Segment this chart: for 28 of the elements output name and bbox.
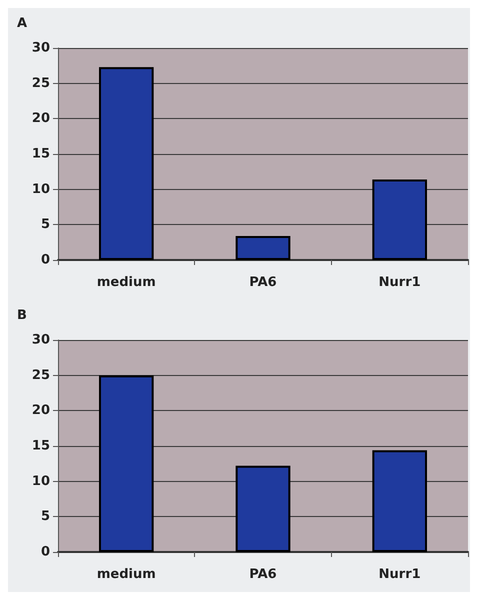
bar bbox=[372, 179, 427, 260]
y-tick-label: 25 bbox=[32, 368, 50, 383]
x-tick-label: Nurr1 bbox=[378, 275, 421, 290]
y-tick-label: 5 bbox=[40, 509, 50, 524]
x-tick-label: medium bbox=[96, 567, 156, 582]
y-tick-label: 5 bbox=[40, 217, 50, 232]
y-tick-label: 10 bbox=[32, 474, 50, 489]
y-tick-label: 30 bbox=[32, 40, 50, 56]
x-tick-label: medium bbox=[96, 275, 156, 290]
y-tick-label: 25 bbox=[32, 76, 50, 91]
y-tick-label: 30 bbox=[32, 332, 50, 348]
chart-title: A bbox=[17, 16, 28, 31]
y-tick-label: 0 bbox=[40, 544, 50, 560]
bar bbox=[99, 375, 154, 552]
y-tick-label: 10 bbox=[32, 182, 50, 197]
y-tick-label: 20 bbox=[32, 111, 50, 126]
bar bbox=[236, 466, 290, 552]
y-tick-label: 20 bbox=[32, 403, 50, 418]
chart-title: B bbox=[17, 308, 27, 323]
bar bbox=[236, 236, 290, 260]
y-tick-label: 15 bbox=[32, 438, 50, 454]
x-tick-label: Nurr1 bbox=[378, 567, 421, 582]
x-tick-label: PA6 bbox=[249, 275, 277, 290]
y-tick-label: 0 bbox=[40, 252, 50, 268]
y-tick-label: 15 bbox=[32, 146, 50, 162]
bar bbox=[99, 67, 154, 260]
bar bbox=[372, 450, 427, 552]
x-tick-label: PA6 bbox=[249, 567, 277, 582]
